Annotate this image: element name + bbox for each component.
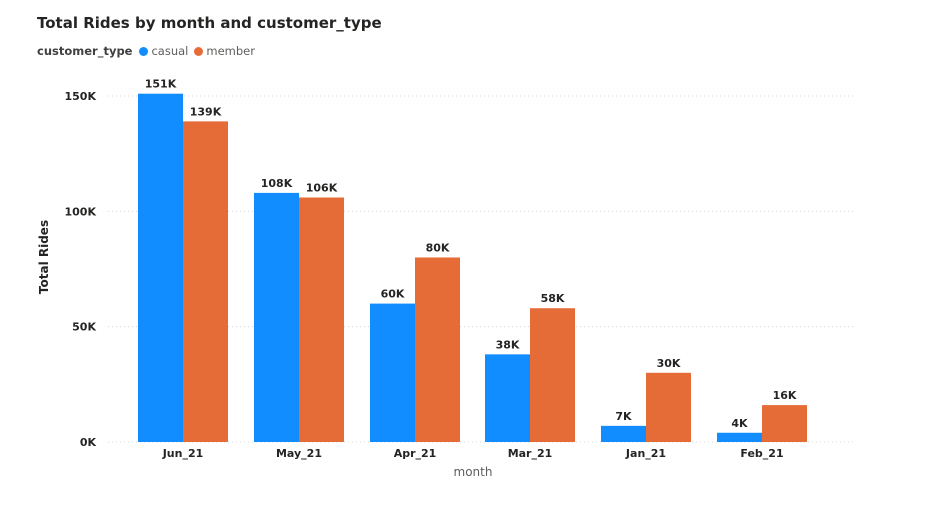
legend-title: customer_type xyxy=(37,44,133,58)
y-tick-label: 0K xyxy=(80,436,97,449)
data-label: 30K xyxy=(657,357,681,370)
y-tick-label: 150K xyxy=(65,90,97,103)
bar-casual xyxy=(254,192,299,442)
data-label: 38K xyxy=(496,338,520,351)
bar-member xyxy=(646,372,691,442)
data-label: 139K xyxy=(190,105,222,118)
data-label: 4K xyxy=(731,417,748,430)
data-label: 60K xyxy=(381,288,405,301)
bar-member xyxy=(299,197,344,442)
x-axis-title: month xyxy=(454,465,493,479)
bar-casual xyxy=(717,432,762,442)
bar-member xyxy=(762,405,807,442)
legend-label-member: member xyxy=(206,44,255,58)
y-tick-label: 100K xyxy=(65,205,97,218)
data-label: 108K xyxy=(261,177,293,190)
legend-label-casual: casual xyxy=(151,44,189,58)
y-axis-title: Total Rides xyxy=(37,220,51,294)
x-tick-label: May_21 xyxy=(276,447,322,460)
legend-swatch-casual xyxy=(139,46,149,56)
legend-item-casual[interactable]: casual xyxy=(139,44,188,58)
x-tick-label: Mar_21 xyxy=(508,447,553,460)
bar-casual xyxy=(138,93,183,443)
data-label: 151K xyxy=(145,78,177,91)
bar-member xyxy=(183,121,228,442)
legend: customer_type casual member xyxy=(37,44,261,58)
bar-casual xyxy=(370,303,415,442)
x-tick-label: Apr_21 xyxy=(394,447,437,460)
data-label: 58K xyxy=(541,292,565,305)
x-tick-label: Feb_21 xyxy=(740,447,783,460)
data-label: 106K xyxy=(306,181,338,194)
x-tick-label: Jun_21 xyxy=(162,447,204,460)
data-label: 7K xyxy=(615,410,632,423)
bar-member xyxy=(530,308,575,442)
data-label: 80K xyxy=(426,241,450,254)
bar-casual xyxy=(485,354,530,442)
legend-item-member[interactable]: member xyxy=(194,44,255,58)
legend-swatch-member xyxy=(194,46,204,56)
x-tick-label: Jan_21 xyxy=(625,447,666,460)
data-label: 16K xyxy=(773,389,797,402)
bar-casual xyxy=(601,425,646,442)
bar-member xyxy=(415,257,460,442)
y-tick-label: 50K xyxy=(72,321,96,334)
chart-title: Total Rides by month and customer_type xyxy=(37,14,382,32)
